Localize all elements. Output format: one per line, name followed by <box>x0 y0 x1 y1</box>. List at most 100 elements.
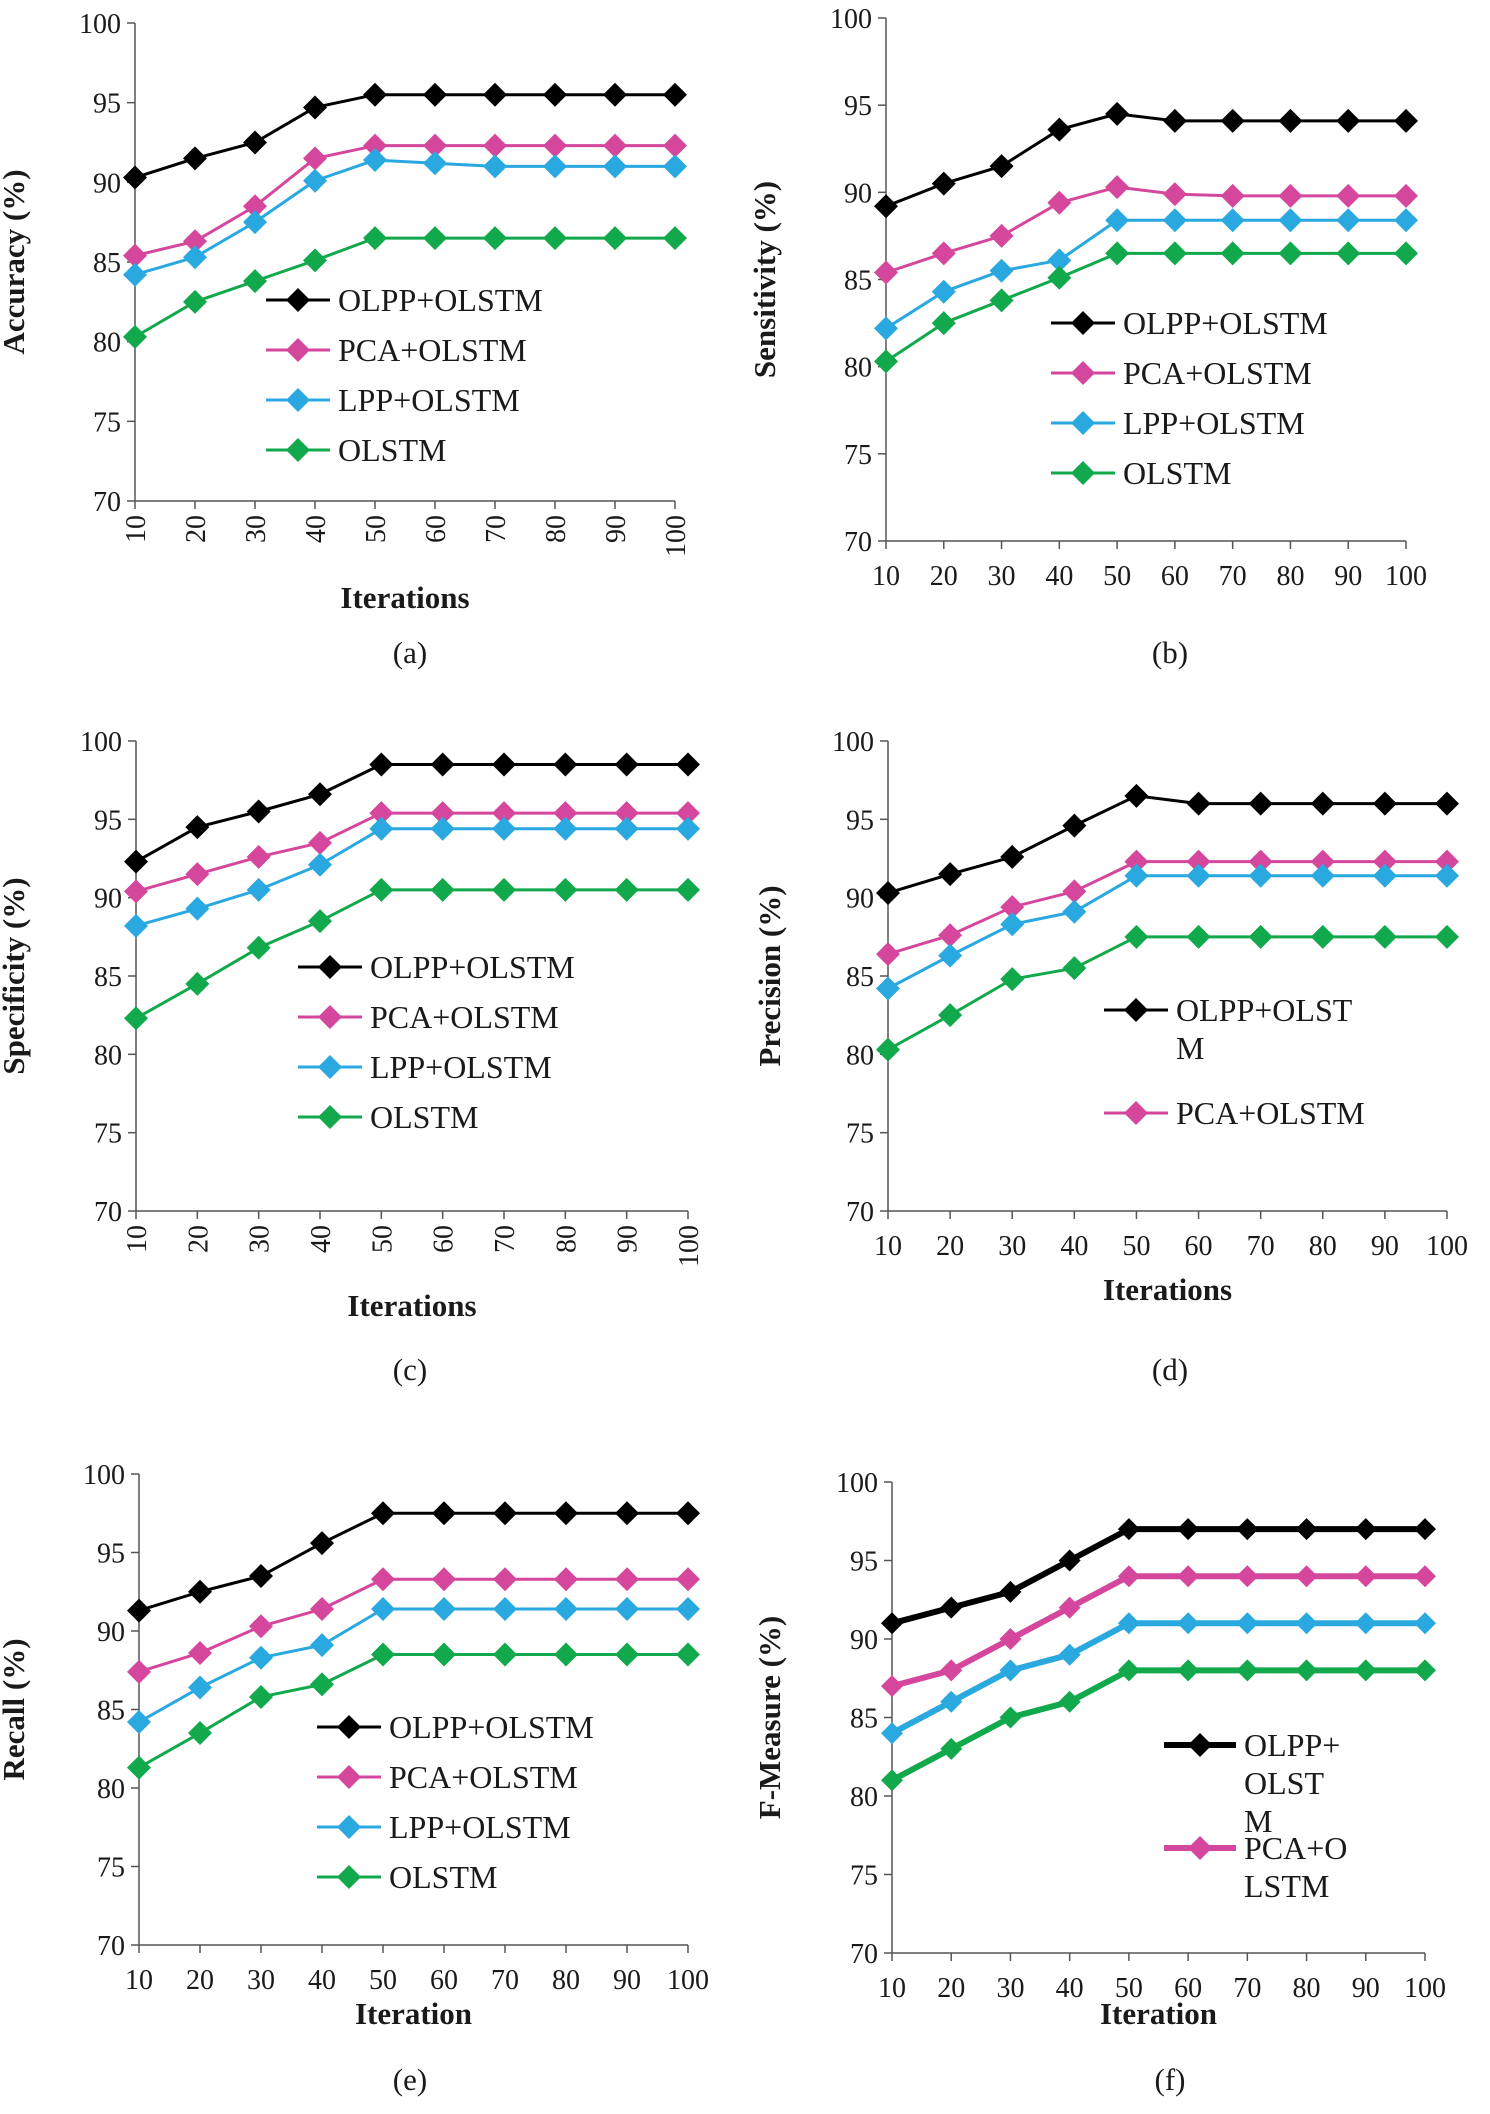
legend-label: OLPP+OLST <box>1176 992 1353 1028</box>
data-point <box>1105 175 1130 200</box>
data-point <box>493 1501 517 1526</box>
data-point <box>246 799 271 824</box>
data-point <box>492 801 516 826</box>
data-point <box>1278 241 1303 266</box>
y-tick-label: 70 <box>97 1931 125 1962</box>
y-tick-label: 95 <box>844 91 872 122</box>
data-point <box>246 877 271 902</box>
data-point <box>1124 783 1149 808</box>
data-point <box>1248 791 1273 816</box>
y-axis-title: Precision (%) <box>752 885 787 1066</box>
legend-swatch-marker <box>286 338 310 362</box>
x-tick-label: 20 <box>936 1231 964 1262</box>
data-point <box>1047 190 1072 215</box>
data-point <box>363 226 387 251</box>
x-tick-label: 100 <box>1385 561 1427 592</box>
series-line-lpp-olstm <box>134 158 675 277</box>
data-point <box>554 1597 578 1622</box>
x-tick-label: 70 <box>490 1225 521 1253</box>
data-point <box>423 133 447 158</box>
data-point <box>989 154 1014 179</box>
data-point <box>310 1672 334 1697</box>
x-tick-label: 10 <box>122 1225 153 1253</box>
y-tick-label: 90 <box>97 1617 125 1648</box>
data-point <box>881 1612 903 1635</box>
x-axis-title: Iteration <box>1100 1996 1217 2031</box>
y-tick-label: 70 <box>94 1197 122 1228</box>
data-point <box>1435 849 1459 874</box>
legend-label: OLPP+OLSTM <box>1123 305 1328 341</box>
legend-swatch-marker <box>318 1055 342 1079</box>
data-point <box>303 146 327 171</box>
series-line-pca-olstm <box>891 1573 1425 1689</box>
y-tick-label: 85 <box>846 962 874 993</box>
y-tick-label: 75 <box>846 1119 874 1150</box>
series-line-pca-olstm <box>885 185 1406 274</box>
data-point <box>1000 895 1025 920</box>
x-tick-label: 70 <box>481 515 512 543</box>
data-point <box>188 1640 212 1665</box>
x-tick-label: 70 <box>1219 561 1247 592</box>
data-point <box>1372 863 1397 888</box>
chart-panel-3: 70 75 80 85 90 95 100 10 20 30 40 50 60 70 80 90 100 Spec… <box>0 727 705 1387</box>
data-point <box>1310 849 1335 874</box>
data-point <box>614 877 639 902</box>
x-tick-label: 100 <box>1404 1973 1446 2004</box>
data-point <box>874 260 898 285</box>
data-point <box>243 130 267 155</box>
data-point <box>185 896 210 921</box>
data-point <box>1435 863 1459 888</box>
data-point <box>123 262 147 287</box>
legend-swatch-marker <box>318 1105 342 1129</box>
y-axis-title: Recall (%) <box>0 1638 31 1780</box>
data-point <box>676 1501 700 1526</box>
data-point <box>999 1580 1022 1603</box>
panel-label: (e) <box>393 2062 427 2097</box>
data-point <box>1354 1659 1377 1682</box>
data-point <box>483 226 507 251</box>
data-point <box>188 1675 212 1700</box>
data-point <box>363 82 387 107</box>
x-tick-label: 10 <box>872 561 900 592</box>
data-point <box>940 1596 963 1619</box>
data-point <box>938 862 963 887</box>
data-point <box>1000 912 1025 937</box>
x-tick-label: 20 <box>930 561 958 592</box>
data-point <box>1278 108 1303 133</box>
x-tick-label: 20 <box>181 515 212 543</box>
y-tick-label: 90 <box>93 168 121 199</box>
data-point <box>371 1567 395 1592</box>
data-point <box>615 1567 639 1592</box>
x-tick-label: 60 <box>429 1225 460 1253</box>
x-tick-label: 10 <box>121 515 152 543</box>
x-tick-label: 50 <box>1103 561 1131 592</box>
data-point <box>1186 924 1211 949</box>
legend-label-cont: OLST <box>1244 1765 1324 1801</box>
data-point <box>1105 241 1130 266</box>
data-point <box>999 1706 1022 1729</box>
data-point <box>1278 208 1303 233</box>
data-point <box>553 752 578 777</box>
x-tick-label: 70 <box>1247 1231 1275 1262</box>
data-point <box>185 862 210 887</box>
data-point <box>127 1659 151 1684</box>
y-axis-title: Sensitivity (%) <box>747 181 782 378</box>
data-point <box>1336 108 1361 133</box>
data-point <box>1117 1612 1140 1635</box>
data-point <box>430 801 455 826</box>
chart-panel-4: 70 75 80 85 90 95 100 10 20 30 40 50 60 70 80 90 100 Prec… <box>752 727 1468 1387</box>
data-point <box>676 816 700 841</box>
data-point <box>1058 1690 1081 1713</box>
data-point <box>127 1598 151 1623</box>
y-tick-label: 80 <box>94 1040 122 1071</box>
data-point <box>432 1501 456 1526</box>
data-point <box>1310 924 1335 949</box>
data-point <box>371 1642 395 1667</box>
data-point <box>881 1675 903 1698</box>
legend-swatch-marker <box>1124 1101 1148 1125</box>
data-point <box>1414 1612 1436 1635</box>
y-tick-label: 80 <box>850 1782 878 1813</box>
series-line-olstm <box>134 236 675 339</box>
data-point <box>493 1567 517 1592</box>
